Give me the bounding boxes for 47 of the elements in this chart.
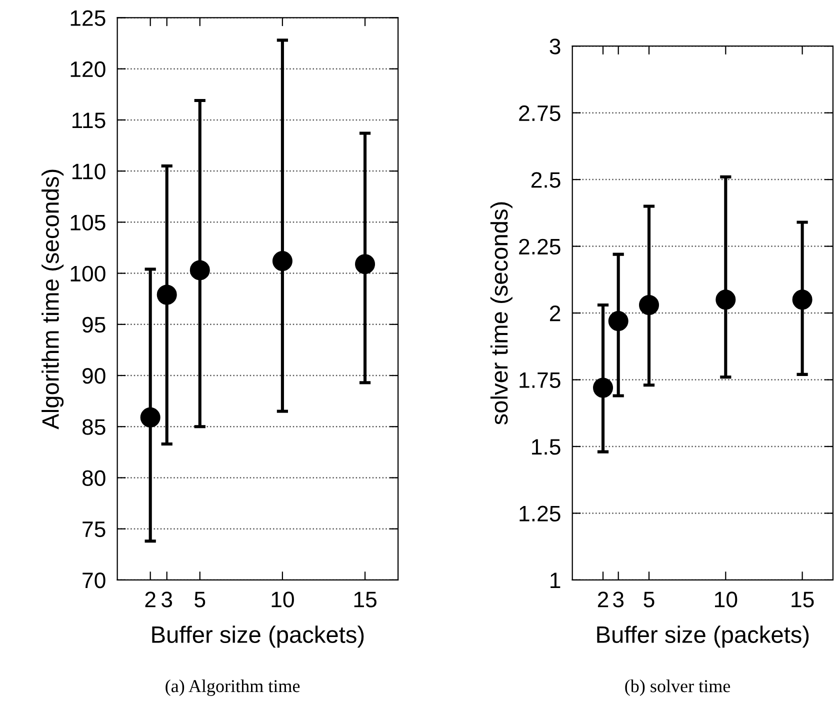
point — [156, 284, 177, 305]
point — [716, 290, 736, 310]
y-tick-label: 125 — [70, 10, 106, 26]
y-axis-title: solver time (seconds) — [490, 202, 512, 425]
point — [593, 378, 614, 398]
x-tick-label: 2 — [145, 592, 156, 608]
point — [608, 311, 628, 332]
y-tick-label: 80 — [82, 470, 106, 486]
x-tick-label: 15 — [792, 592, 814, 608]
x-tick-label: 3 — [613, 592, 624, 608]
y-tick-label: 1 — [550, 572, 560, 588]
point — [272, 251, 292, 272]
y-tick-label: 75 — [82, 522, 106, 538]
y-tick-label: 120 — [70, 61, 106, 78]
x-tick-label: 5 — [644, 592, 654, 608]
y-tick-label: 1.75 — [520, 372, 560, 388]
y-tick-label: 70 — [82, 572, 106, 588]
point — [792, 290, 812, 310]
y-tick-label: 1.5 — [532, 439, 560, 455]
y-tick-label: 2.75 — [519, 105, 560, 122]
x-tick-label: 3 — [162, 592, 172, 608]
y-tick-label: 2 — [550, 306, 560, 322]
text: (b) solver time — [625, 680, 730, 696]
y-tick-label: 115 — [72, 112, 106, 128]
x-tick-label: 15 — [354, 592, 376, 608]
x-tick-label: 10 — [714, 592, 738, 608]
x-axis-title: Buffer size (packets) — [597, 626, 809, 648]
x-tick-label: 2 — [598, 592, 608, 608]
point — [190, 260, 210, 280]
x-axis-title: Buffer size (packets) — [152, 626, 364, 648]
x-tick-label: 10 — [272, 592, 294, 608]
y-tick-label: 105 — [70, 214, 106, 230]
y-tick-label: 100 — [70, 266, 106, 282]
point — [355, 254, 376, 274]
y-tick-label: 2.25 — [519, 238, 560, 255]
y-tick-label: 3 — [550, 38, 560, 54]
y-tick-label: 1.25 — [520, 506, 560, 522]
text: (a) Algorithm time — [166, 680, 300, 696]
y-tick-label: 2.5 — [531, 172, 560, 188]
point — [140, 407, 160, 428]
x-tick-label: 5 — [194, 592, 206, 608]
y-tick-label: 90 — [82, 368, 106, 384]
y-tick-label: 95 — [82, 316, 106, 333]
y-tick-label: 110 — [72, 164, 106, 180]
y-tick-label: 85 — [82, 419, 106, 435]
point — [638, 295, 660, 316]
y-axis-title: Algorithm time (seconds) — [42, 170, 64, 430]
